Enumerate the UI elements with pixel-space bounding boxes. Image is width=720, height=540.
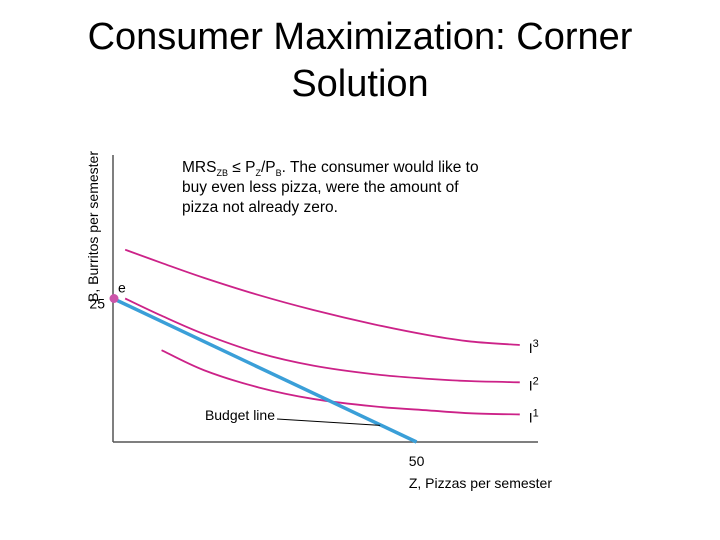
mrs-annotation: MRSZB ≤ PZ/PB. The consumer would like t… [182, 158, 482, 218]
price-slash: /P [260, 159, 276, 176]
pz-subscript: Z [255, 168, 261, 179]
budget-line [112, 296, 418, 444]
mrs-label: MRS [182, 159, 217, 176]
mrs-subscript: ZB [216, 168, 228, 179]
indifference-label-i1: I1 [529, 407, 539, 425]
budget-line-leader [276, 418, 381, 426]
indifference-curve-i1 [161, 349, 520, 416]
x-axis-label: Z, Pizzas per semester [409, 475, 552, 491]
y-tick-label: 25 [89, 296, 105, 312]
y-axis-label: B, Burritos per semester [85, 151, 101, 302]
indifference-curve-i3 [124, 248, 520, 346]
annotation-text: . The consumer would like to buy even le… [182, 159, 479, 216]
indifference-curve-i2 [124, 297, 520, 384]
indifference-label-i3: I3 [529, 338, 539, 356]
budget-line-label: Budget line [205, 407, 275, 423]
optimum-point [109, 294, 119, 303]
indifference-label-i2: I2 [529, 375, 539, 393]
optimum-point-label: e [118, 280, 126, 296]
pb-subscript: B [275, 168, 282, 179]
slide-title: Consumer Maximization: Corner Solution [87, 16, 633, 105]
mrs-relation: ≤ P [227, 159, 256, 176]
x-tick-label: 50 [409, 453, 425, 469]
